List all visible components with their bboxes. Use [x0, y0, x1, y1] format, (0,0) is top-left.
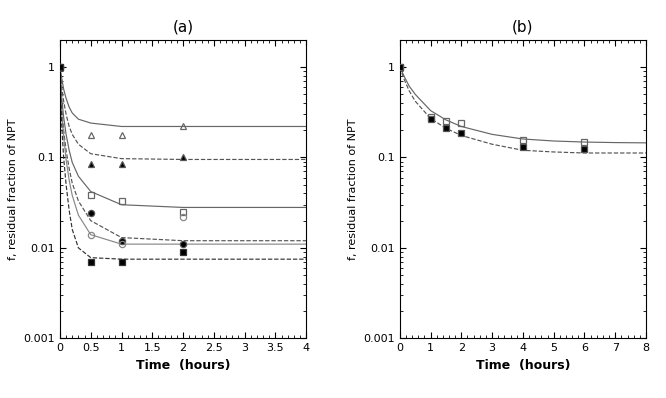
Title: (b): (b) — [512, 20, 533, 35]
Y-axis label: f, residual fraction of NPT: f, residual fraction of NPT — [8, 118, 18, 260]
X-axis label: Time  (hours): Time (hours) — [476, 359, 570, 372]
X-axis label: Time  (hours): Time (hours) — [136, 359, 230, 372]
Title: (a): (a) — [172, 20, 194, 35]
Y-axis label: f, residual fraction of NPT: f, residual fraction of NPT — [348, 118, 358, 260]
